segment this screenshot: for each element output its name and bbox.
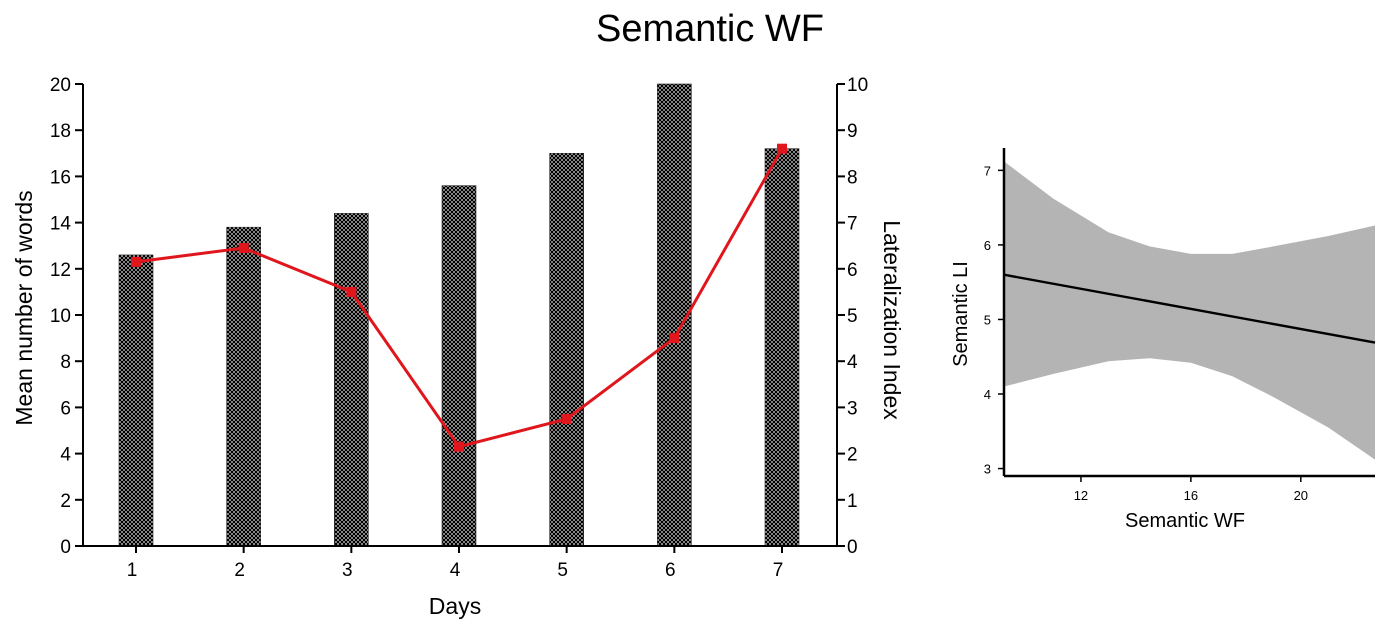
side-y-axis-label: Semantic LI	[950, 261, 972, 367]
y-right-tick-label: 5	[847, 306, 858, 327]
y-right-tick-label: 0	[847, 537, 858, 558]
bar-day-4	[441, 185, 477, 547]
y-axis-left-label: Mean number of words	[11, 190, 37, 425]
y-left-tick-label: 8	[60, 352, 71, 373]
regression-chart: 3 4 5 6 7 12 16 20 Semantic WF Semantic LI	[950, 148, 1376, 532]
y-left-tick-label: 20	[50, 75, 71, 96]
bar-day-1	[118, 254, 154, 547]
bar-day-2	[226, 226, 261, 547]
y-left-tick-label: 16	[50, 167, 71, 188]
x-tick-label: 7	[773, 560, 784, 581]
x-tick-label: 4	[450, 560, 461, 581]
bar-day-5	[549, 153, 584, 547]
y-left-tick-label: 0	[60, 537, 71, 558]
y-right-tick-label: 2	[847, 445, 858, 466]
chart-title: Semantic WF	[595, 8, 825, 50]
y-axis-right-label: Lateralization Index	[879, 220, 905, 420]
side-y-tick-label: 5	[984, 312, 991, 327]
y-left-tick-label: 6	[60, 398, 71, 419]
bar-day-6	[657, 83, 692, 547]
y-left-tick-label: 18	[50, 121, 71, 142]
side-y-tick-label: 4	[984, 387, 991, 402]
lateralization-marker-day-5	[561, 413, 572, 424]
y-left-tick-label: 10	[50, 306, 71, 327]
x-tick-label: 6	[665, 560, 676, 581]
confidence-band	[1004, 161, 1375, 460]
x-tick-label: 3	[342, 560, 353, 581]
side-x-axis-label: Semantic WF	[1125, 510, 1245, 532]
side-y-tick-label: 3	[984, 462, 991, 477]
lateralization-marker-day-4	[454, 441, 464, 452]
y-right-tick-label: 4	[847, 352, 858, 373]
regression-line	[1003, 273, 1376, 344]
side-x-tick-label: 16	[1184, 488, 1198, 503]
y-right-tick-label: 10	[847, 75, 868, 96]
x-tick-label: 2	[234, 560, 245, 581]
side-y-tick-label: 7	[984, 163, 991, 178]
y-right-tick-label: 1	[847, 491, 858, 512]
y-left-tick-label: 4	[60, 445, 71, 466]
y-left-tick-label: 2	[60, 491, 71, 512]
y-right-tick-label: 7	[847, 214, 858, 235]
lateralization-marker-day-6	[669, 333, 680, 344]
lateralization-marker-day-3	[346, 286, 357, 297]
y-right-tick-label: 9	[847, 121, 858, 142]
y-right-tick-label: 6	[847, 260, 858, 281]
y-left-tick-label: 14	[50, 214, 72, 235]
lateralization-marker-day-2	[238, 243, 249, 254]
x-axis-label: Days	[429, 593, 481, 619]
y-right-tick-label: 3	[847, 398, 858, 419]
bar-day-3	[334, 213, 369, 547]
lateralization-marker-day-1	[131, 256, 141, 267]
side-x-tick-label: 12	[1074, 488, 1088, 503]
side-x-tick-label: 20	[1294, 488, 1308, 503]
lateralization-marker-day-7	[777, 143, 787, 154]
x-tick-label: 1	[127, 560, 138, 581]
y-right-tick-label: 8	[847, 167, 858, 188]
y-left-tick-label: 12	[50, 260, 71, 281]
x-tick-label: 5	[557, 560, 568, 581]
bar-day-7	[764, 148, 800, 547]
side-y-tick-label: 6	[984, 238, 991, 253]
